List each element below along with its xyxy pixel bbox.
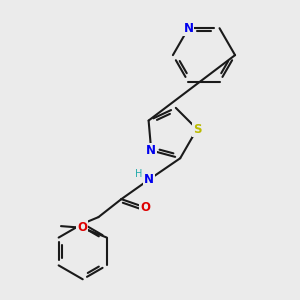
Text: N: N bbox=[183, 22, 194, 35]
Text: N: N bbox=[146, 144, 156, 157]
Text: O: O bbox=[140, 201, 150, 214]
Text: O: O bbox=[77, 221, 87, 234]
Text: S: S bbox=[193, 123, 201, 136]
Text: N: N bbox=[144, 173, 154, 186]
Text: H: H bbox=[135, 169, 142, 178]
